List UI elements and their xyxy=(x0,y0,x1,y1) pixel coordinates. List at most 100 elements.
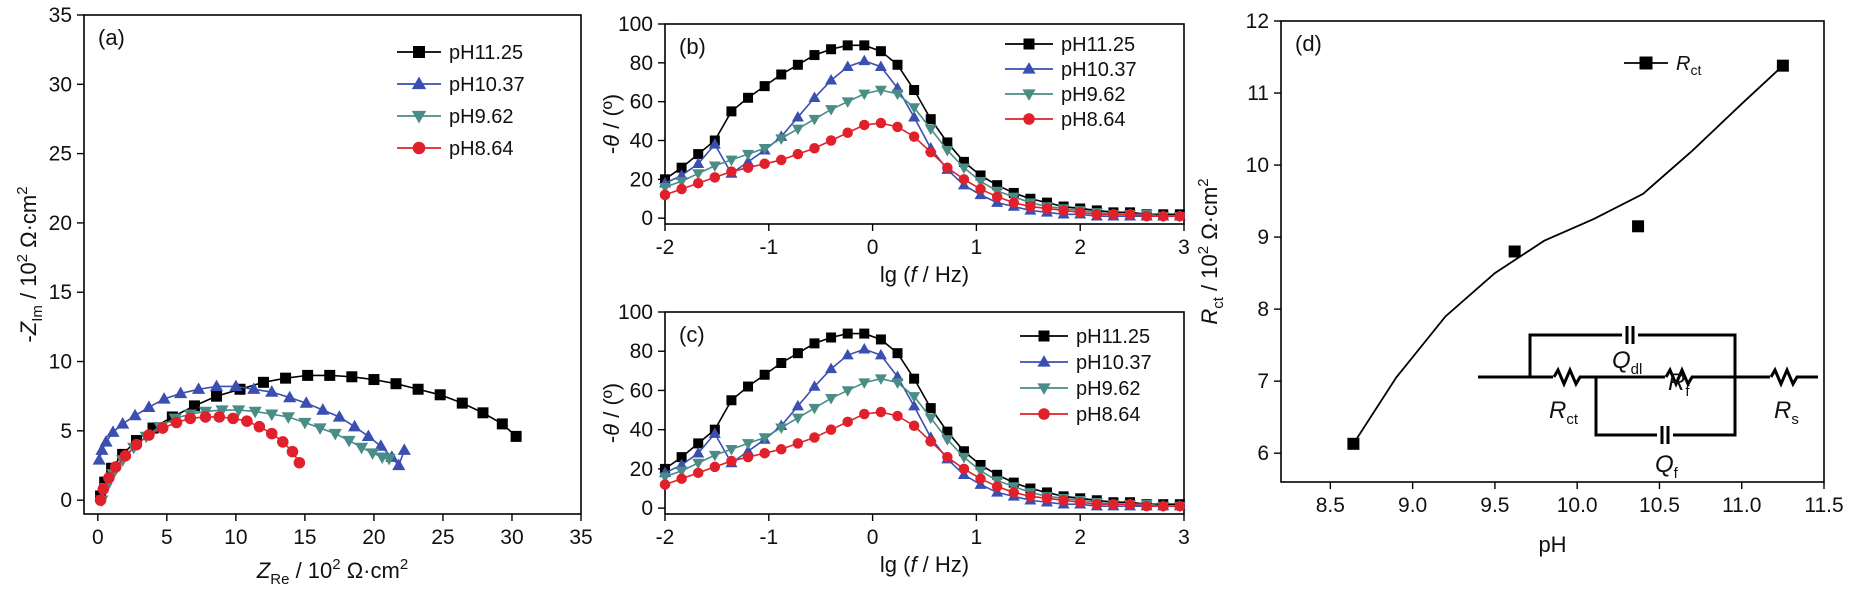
data-point xyxy=(908,420,920,431)
data-point xyxy=(1141,500,1152,512)
data-point xyxy=(743,381,754,392)
data-point xyxy=(283,390,297,403)
data-point xyxy=(693,438,704,449)
data-point xyxy=(859,119,870,131)
data-series-ph10-37 xyxy=(92,379,411,471)
data-point xyxy=(891,370,904,381)
data-point xyxy=(693,149,704,160)
data-point xyxy=(842,127,853,138)
data-point xyxy=(825,74,838,85)
data-point xyxy=(286,445,299,458)
data-point xyxy=(924,124,937,136)
data-point xyxy=(675,458,688,470)
x-tick-label: 0 xyxy=(92,526,104,549)
legend-marker xyxy=(1022,89,1036,101)
data-point xyxy=(958,463,970,475)
data-point xyxy=(191,382,206,394)
data-point xyxy=(675,177,688,188)
data-point xyxy=(365,448,380,460)
data-point xyxy=(842,40,853,51)
y-tick-label: 8 xyxy=(1257,298,1269,321)
plot-frame xyxy=(664,23,1185,225)
data-point xyxy=(809,432,820,443)
data-point xyxy=(808,380,821,391)
data-point xyxy=(368,374,380,386)
data-point xyxy=(808,114,821,126)
legend-marker xyxy=(411,76,427,90)
data-point xyxy=(1058,205,1069,216)
cpe-gap xyxy=(1657,425,1673,445)
data-point xyxy=(1141,210,1152,222)
data-point xyxy=(708,138,721,149)
data-point xyxy=(841,348,854,360)
data-point xyxy=(826,332,837,343)
data-point xyxy=(858,378,871,389)
legend-marker xyxy=(413,46,425,58)
resistor-rct-symbol xyxy=(1552,366,1582,388)
x-tick-label: 9.5 xyxy=(1480,494,1509,517)
y-tick-label: 100 xyxy=(618,13,653,36)
data-point xyxy=(199,411,212,423)
x-tick-label: -2 xyxy=(656,526,675,549)
series-line xyxy=(664,411,1180,507)
data-point xyxy=(675,466,688,478)
data-point xyxy=(1124,209,1136,220)
plot-frame xyxy=(1280,20,1825,483)
data-point xyxy=(825,424,837,435)
data-point xyxy=(1157,210,1169,222)
data-point xyxy=(891,378,904,389)
legend-label: pH8.64 xyxy=(1076,404,1141,426)
data-point xyxy=(692,467,704,479)
data-point xyxy=(726,166,737,177)
data-point xyxy=(975,459,986,470)
data-point xyxy=(908,103,921,114)
data-point xyxy=(659,182,671,194)
data-point xyxy=(1157,500,1169,512)
y-tick-label: 25 xyxy=(49,143,72,166)
data-point xyxy=(957,452,970,464)
legend-marker xyxy=(411,110,427,124)
data-point xyxy=(116,417,130,429)
data-point xyxy=(332,410,347,422)
data-point xyxy=(1174,210,1186,222)
legend-label: pH11.25 xyxy=(1061,34,1135,56)
x-tick-label: 5 xyxy=(161,526,173,549)
x-tick-label: -1 xyxy=(759,526,778,549)
data-point xyxy=(313,423,327,435)
y-tick-label: 100 xyxy=(618,301,653,324)
data-point xyxy=(97,483,110,495)
x-tick-label: 30 xyxy=(500,526,523,549)
data-point xyxy=(958,156,969,167)
x-tick-label: 3 xyxy=(1178,236,1190,259)
data-point xyxy=(692,169,705,180)
data-point xyxy=(99,435,113,447)
data-point xyxy=(958,174,970,185)
data-point xyxy=(659,189,671,201)
data-point xyxy=(975,170,986,181)
y-tick-label: 80 xyxy=(630,52,653,75)
y-tick-label: 9 xyxy=(1257,226,1269,249)
data-point xyxy=(1508,245,1521,258)
data-point xyxy=(874,374,887,385)
data-point xyxy=(925,114,936,125)
data-point xyxy=(825,394,838,405)
data-point xyxy=(170,416,183,429)
legend-label: pH8.64 xyxy=(1061,109,1126,131)
data-point xyxy=(382,453,396,466)
data-point xyxy=(909,373,920,384)
data-point xyxy=(725,445,738,456)
data-point xyxy=(908,392,921,403)
y-tick-label: 10 xyxy=(1246,154,1269,177)
data-point xyxy=(477,407,489,419)
data-point xyxy=(742,439,755,450)
circuit-label-rf: Rf xyxy=(1668,369,1690,400)
legend-marker xyxy=(1038,408,1050,420)
data-point xyxy=(908,131,920,142)
x-tick-label: 10.0 xyxy=(1557,494,1598,517)
equivalent-circuit-diagram: Qdl Rct Rf Rs Qf xyxy=(1478,325,1818,482)
y-tick-label: 20 xyxy=(630,168,653,191)
x-tick-label: 10.5 xyxy=(1639,494,1680,517)
x-tick-label: 11.0 xyxy=(1722,494,1761,517)
data-point xyxy=(908,399,921,411)
chart-panel-b: -2 -1 0 1 2 3 0 20 40 60 80 100 lg (f / Hz) -θ / (º) (… xyxy=(599,13,1190,287)
